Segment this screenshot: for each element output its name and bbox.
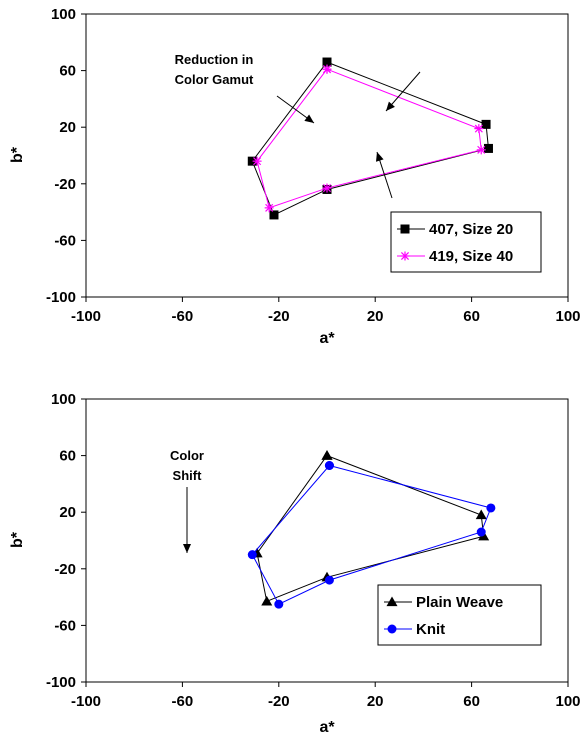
y-tick-label: -60 [54,232,76,249]
x-axis-label-bottom: a* [319,719,335,736]
legend-label-1: Knit [416,621,445,638]
legend-label-0: Plain Weave [416,594,503,611]
series-0-point [475,509,487,520]
series-1-point [476,527,486,537]
series-1-point [252,156,262,166]
series-1-point [476,145,486,155]
y-tick-label: 60 [59,63,76,80]
y-axis-label-top: b* [9,146,26,163]
annotation-arrows-bottom [183,487,191,553]
y-tick-label: 20 [59,119,76,136]
series-0-point [321,450,333,460]
x-tick-label: -100 [71,693,101,710]
legend-label-0: 407, Size 20 [429,221,513,238]
y-tick-labels-bottom: -100 -60 -20 20 60 100 [46,391,86,691]
legend-box [390,211,542,273]
legend-swatch-marker [400,224,410,234]
y-tick-label: 20 [59,504,76,521]
x-tick-label: 100 [555,693,580,710]
legend-swatch-marker [386,596,398,607]
x-tick-label: -60 [172,308,194,325]
series-1-point [322,64,332,74]
x-tick-label: 20 [367,693,384,710]
annotation-arrows-top [276,71,421,199]
series-1-point [274,599,284,609]
legend-swatch-marker [400,251,410,261]
legend-top: 407, Size 20 419, Size 40 [390,211,542,273]
y-axis-label-bottom: b* [9,531,26,548]
series-group-top [247,57,493,220]
x-tick-label: 60 [463,693,480,710]
series-1-point [324,461,334,471]
annotation-reduction-line2: Color Gamut [175,72,254,87]
x-tick-label: 100 [555,308,580,325]
series-1-point [247,550,257,560]
series-0-point [322,57,332,67]
chart-bottom: -100 -60 -20 20 60 100 -100 -60 -20 20 60 100 a* b… [9,391,581,736]
x-tick-label: -60 [172,693,194,710]
x-tick-label: -20 [268,693,290,710]
y-tick-label: 60 [59,448,76,465]
y-tick-label: -100 [46,674,76,691]
annotation-shift-line2: Shift [173,468,203,483]
y-tick-label: -100 [46,289,76,306]
series-0-point [483,143,493,153]
y-tick-label: -20 [54,176,76,193]
series-group-bottom [247,450,496,609]
x-tick-labels-top: -100 -60 -20 20 60 100 [71,297,581,325]
legend-label-1: 419, Size 40 [429,248,513,265]
series-1-point [486,503,496,513]
x-tick-label: 20 [367,308,384,325]
series-0-point [247,156,257,166]
arrow-reduction [276,95,315,124]
y-tick-label: -20 [54,561,76,578]
y-tick-label: -60 [54,617,76,634]
series-1-point [322,183,332,193]
series-0-point [269,210,279,220]
legend-swatch-marker [387,624,397,634]
y-tick-labels-top: -100 -60 -20 20 60 100 [46,6,86,306]
series-0-point [261,595,273,606]
x-tick-labels-bottom: -100 -60 -20 20 60 100 [71,682,581,710]
x-tick-label: 60 [463,308,480,325]
series-0-point [481,119,491,129]
chart-top: -100 -60 -20 20 60 100 -100 -60 -20 20 60 100 a* b… [9,6,581,347]
y-tick-label: 100 [51,6,76,23]
series-1-point [474,124,484,134]
series-1-point [324,575,334,585]
x-tick-label: -20 [268,308,290,325]
series-1-point [264,203,274,213]
arrow-upper-right [385,71,421,112]
annotation-reduction-line1: Reduction in [175,52,254,67]
x-tick-label: -100 [71,308,101,325]
annotation-shift-line1: Color [170,448,204,463]
arrow-lower [375,151,393,199]
y-tick-label: 100 [51,391,76,408]
legend-box [377,584,542,646]
x-axis-label-top: a* [319,330,335,347]
legend-bottom: Plain Weave Knit [377,584,542,646]
arrow-color-shift [183,487,191,553]
